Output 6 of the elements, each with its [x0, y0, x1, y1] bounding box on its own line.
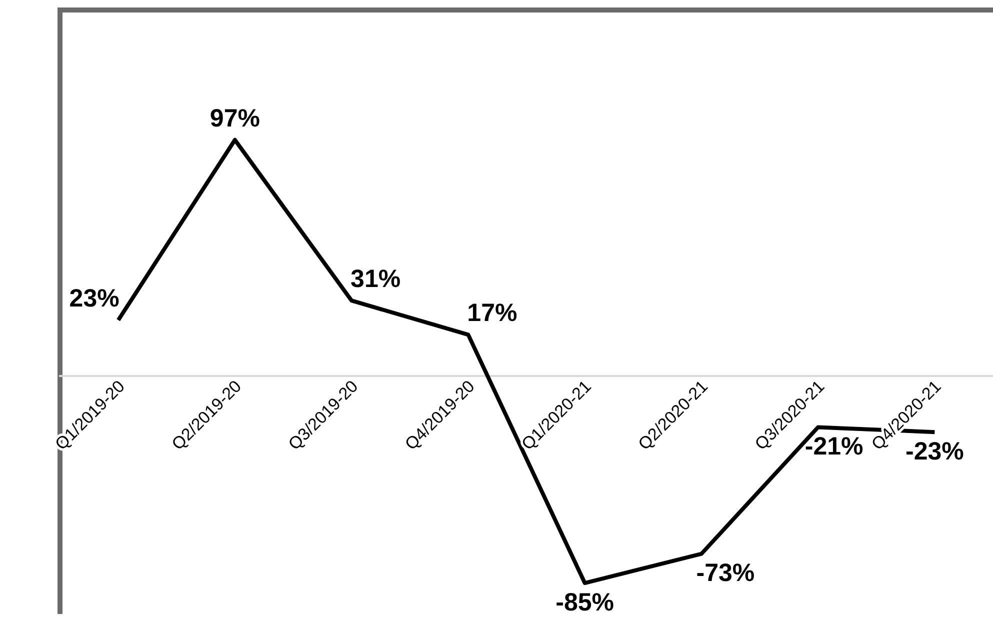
data-label: 31%: [350, 264, 401, 293]
data-label: 17%: [467, 299, 518, 328]
data-label: -85%: [556, 588, 614, 616]
data-label: -73%: [696, 559, 755, 588]
data-label: 23%: [69, 284, 120, 312]
data-label: 97%: [210, 104, 260, 132]
